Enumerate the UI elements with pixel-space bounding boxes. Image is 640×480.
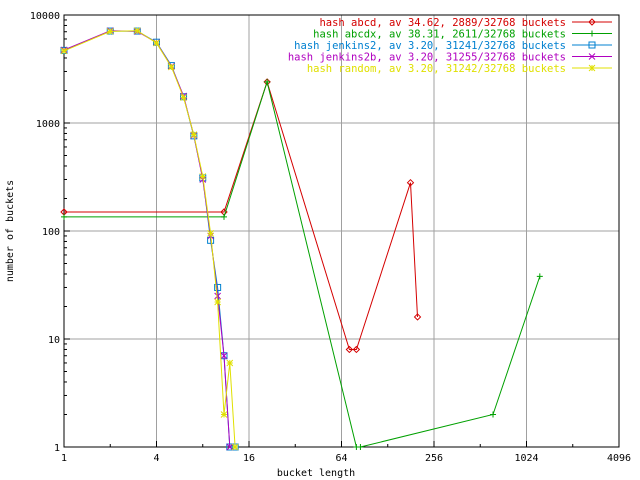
x-tick-label: 64 <box>335 453 347 464</box>
y-tick-label: 1 <box>54 443 60 454</box>
data-point <box>220 411 228 418</box>
data-point <box>168 63 175 71</box>
data-point <box>220 352 228 360</box>
x-tick-label: 1024 <box>514 453 538 464</box>
data-point <box>220 213 227 220</box>
data-point <box>536 273 543 280</box>
series-line <box>64 80 418 350</box>
data-point <box>345 345 354 354</box>
data-point <box>180 94 187 101</box>
y-tick-label: 10000 <box>30 11 60 22</box>
legend-marker <box>588 18 596 26</box>
legend-label: hash jenkins2b, av 3.20, 31255/32768 buc… <box>288 52 566 64</box>
legend-entry: hash jenkins2b, av 3.20, 31255/32768 buc… <box>288 52 612 64</box>
y-axis-label: number of buckets <box>5 180 16 282</box>
x-tick-label: 16 <box>243 453 255 464</box>
data-point <box>352 345 361 354</box>
data-point <box>226 359 234 367</box>
y-tick-label: 1000 <box>36 119 60 130</box>
x-tick-label: 4096 <box>607 453 631 464</box>
grid-lines <box>64 15 619 447</box>
data-point <box>106 28 114 35</box>
data-point <box>264 78 271 85</box>
axis-ticks: 1 4 16 64 256 1024 4096 1 10 100 1000 10000 <box>30 11 631 464</box>
legend-label: hash abcd, av 34.62, 2889/32768 buckets <box>319 17 566 29</box>
legend-label: hash jenkins2, av 3.20, 31241/32768 buck… <box>294 40 566 52</box>
legend-marker <box>588 64 596 72</box>
series-2 <box>61 78 543 450</box>
legend-entry: hash random, av 3.20, 31242/32768 bucket… <box>307 63 612 75</box>
legend-marker <box>589 30 595 37</box>
y-tick-label: 100 <box>42 227 60 238</box>
series-1 <box>60 78 422 354</box>
series-line <box>63 30 236 448</box>
data-point <box>199 173 207 180</box>
data-point <box>214 298 221 306</box>
x-axis-label: bucket length <box>277 468 355 479</box>
data-point <box>207 230 214 237</box>
data-point <box>190 131 198 139</box>
series-line <box>63 30 236 448</box>
legend-label: hash random, av 3.20, 31242/32768 bucket… <box>307 63 566 75</box>
data-point <box>153 39 160 47</box>
data-point <box>214 292 221 300</box>
legend-entry: hash jenkins2, av 3.20, 31241/32768 buck… <box>294 40 612 52</box>
series-4 <box>60 27 234 451</box>
data-point <box>357 444 364 450</box>
legend-label: hash abcdx, av 38.31, 2611/32768 buckets <box>313 29 566 41</box>
data-point <box>490 411 497 418</box>
x-tick-label: 1 <box>61 453 67 464</box>
data-point <box>61 213 67 220</box>
legend-entry: hash abcdx, av 38.31, 2611/32768 buckets <box>313 29 612 41</box>
data-point <box>263 78 271 86</box>
data-point <box>231 443 239 451</box>
series-line <box>63 30 231 448</box>
x-tick-label: 256 <box>425 453 443 464</box>
data-point <box>133 27 141 35</box>
legend-marker <box>588 41 596 49</box>
series-5 <box>60 27 239 451</box>
data-point <box>413 313 422 321</box>
legend-marker <box>588 53 596 60</box>
legend: hash abcd, av 34.62, 2889/32768 bucketsh… <box>288 17 612 75</box>
data-point <box>214 283 222 291</box>
series-line <box>64 80 541 448</box>
data-point <box>60 47 68 55</box>
data-point <box>406 178 415 187</box>
x-tick-label: 4 <box>153 453 159 464</box>
data-point <box>226 443 234 451</box>
series-layer <box>60 27 543 451</box>
legend-entry: hash abcd, av 34.62, 2889/32768 buckets <box>319 17 612 29</box>
y-tick-label: 10 <box>48 335 60 346</box>
